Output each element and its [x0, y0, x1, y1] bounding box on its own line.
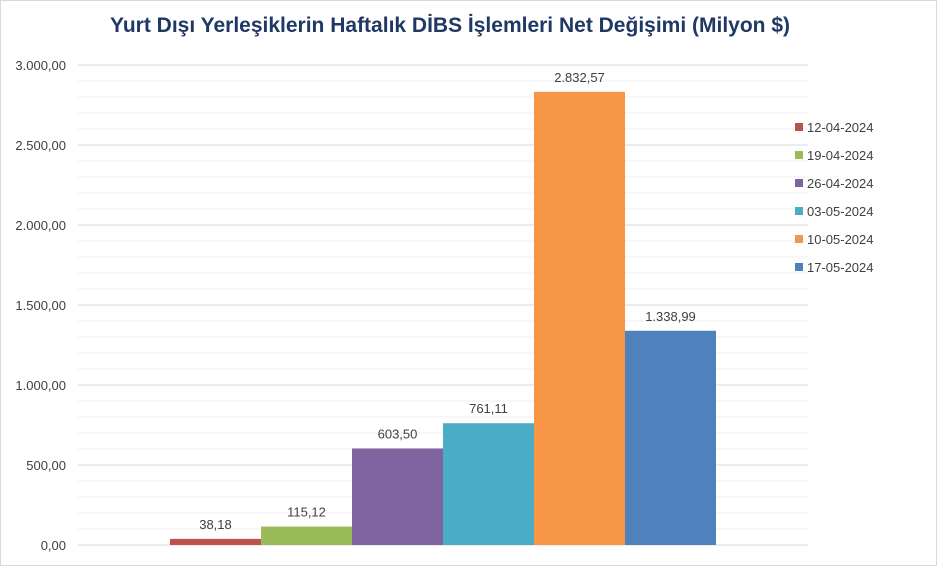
- legend-entry-10-05-2024: 10-05-2024: [807, 232, 874, 247]
- legend-swatch-12-04-2024: [795, 123, 803, 131]
- y-tick-label: 1.500,00: [15, 298, 66, 313]
- data-label-03-05-2024: 761,11: [469, 401, 508, 416]
- y-tick-label: 0,00: [41, 538, 66, 553]
- legend-swatch-17-05-2024: [795, 263, 803, 271]
- chart-title: Yurt Dışı Yerleşiklerin Haftalık DİBS İş…: [109, 14, 791, 37]
- legend-entry-12-04-2024: 12-04-2024: [807, 120, 874, 135]
- legend-swatch-03-05-2024: [795, 207, 803, 215]
- y-tick-label: 1.000,00: [15, 378, 66, 393]
- legend: 12-04-2024 19-04-2024 26-04-2024 03-05-2024…: [795, 120, 874, 275]
- y-tick-label: 2.500,00: [15, 138, 66, 153]
- data-label-26-04-2024: 603,50: [378, 426, 418, 441]
- bar-19-04-2024: [261, 526, 352, 545]
- legend-swatch-10-05-2024: [795, 235, 803, 243]
- legend-swatch-26-04-2024: [795, 179, 803, 187]
- legend-entry-03-05-2024: 03-05-2024: [807, 204, 874, 219]
- data-label-12-04-2024: 38,18: [199, 517, 232, 532]
- legend-entry-17-05-2024: 17-05-2024: [807, 260, 874, 275]
- y-tick-label: 2.000,00: [15, 218, 66, 233]
- bar-10-05-2024: [534, 91, 625, 545]
- data-label-19-04-2024: 115,12: [287, 505, 326, 520]
- legend-entry-19-04-2024: 19-04-2024: [807, 148, 874, 163]
- legend-entry-26-04-2024: 26-04-2024: [807, 176, 874, 191]
- legend-swatch-19-04-2024: [795, 151, 803, 159]
- bar-03-05-2024: [443, 423, 534, 545]
- y-tick-label: 500,00: [26, 458, 66, 473]
- bar-17-05-2024: [625, 330, 716, 545]
- y-axis-ticks: 0,00 500,00 1.000,00 1.500,00 2.000,00 2.500,…: [15, 58, 66, 553]
- bar-26-04-2024: [352, 448, 443, 545]
- data-label-17-05-2024: 1.338,99: [645, 309, 696, 324]
- y-tick-label: 3.000,00: [15, 58, 66, 73]
- bars: [170, 91, 716, 545]
- bar-12-04-2024: [170, 538, 261, 545]
- data-labels: 38,18 115,12 603,50 761,11 2.832,57 1.338,99: [199, 70, 696, 532]
- data-label-10-05-2024: 2.832,57: [554, 70, 605, 85]
